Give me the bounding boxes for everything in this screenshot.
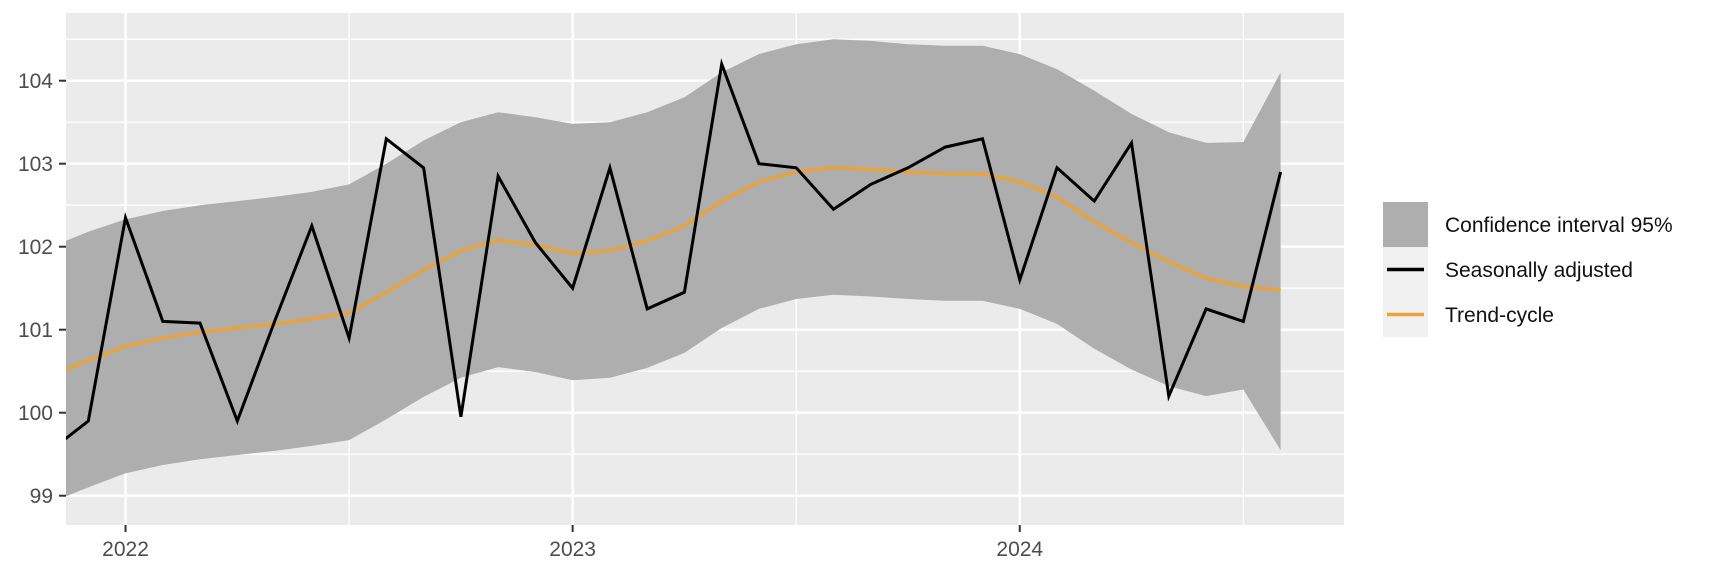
legend-label: Trend-cycle xyxy=(1445,304,1554,327)
y-axis-label: 103 xyxy=(18,153,53,176)
x-axis-label: 2022 xyxy=(102,538,149,561)
legend-label: Confidence interval 95% xyxy=(1445,214,1673,237)
y-axis-label: 99 xyxy=(30,485,53,508)
x-axis-label: 2023 xyxy=(549,538,596,561)
legend-key-band xyxy=(1383,202,1428,247)
y-axis-label: 101 xyxy=(18,319,53,342)
y-axis-label: 102 xyxy=(18,236,53,259)
y-axis-label: 100 xyxy=(18,402,53,425)
legend-label: Seasonally adjusted xyxy=(1445,259,1633,282)
y-axis-label: 104 xyxy=(18,70,53,93)
seasonally-adjusted-line xyxy=(66,58,1283,441)
trend-cycle-line xyxy=(66,166,1281,372)
x-axis-label: 2024 xyxy=(996,538,1043,561)
confidence-band xyxy=(66,39,1281,497)
